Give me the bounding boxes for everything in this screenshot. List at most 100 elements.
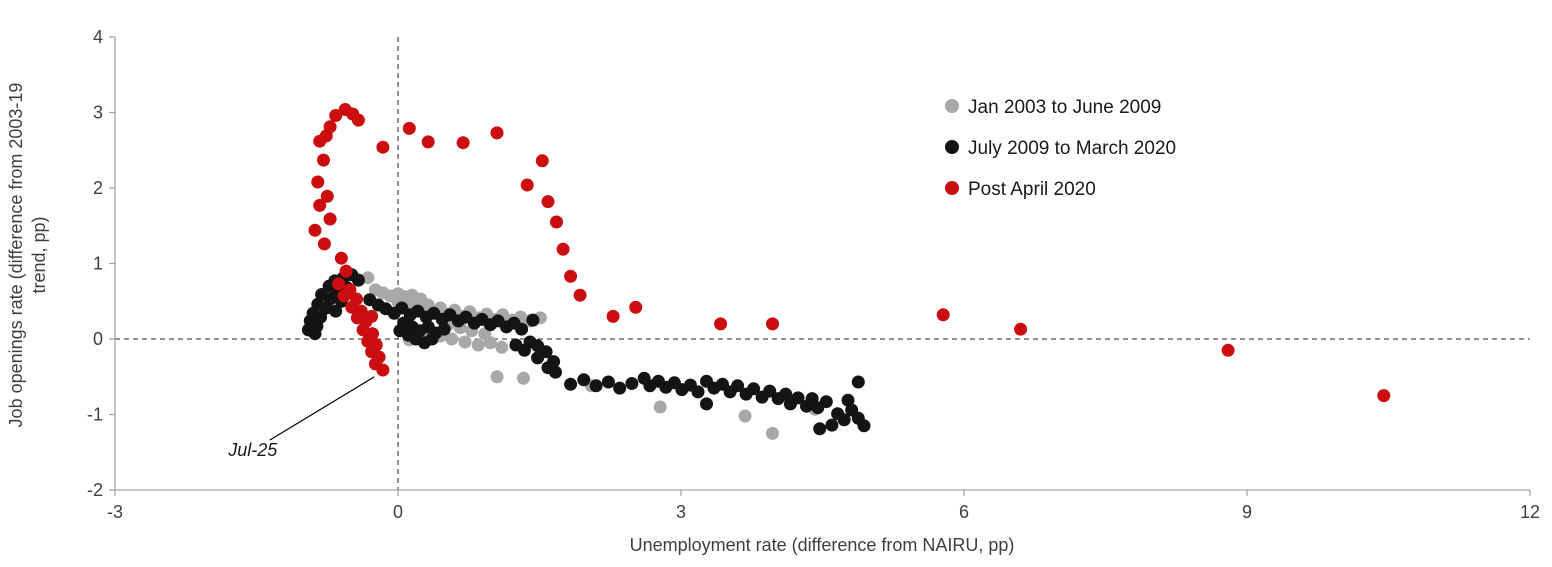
data-point <box>313 134 327 148</box>
data-point <box>936 308 950 322</box>
data-point <box>1221 343 1235 357</box>
legend-label-2009-2020: July 2009 to March 2020 <box>968 138 1176 159</box>
x-tick-label: 12 <box>1520 502 1540 522</box>
data-point <box>490 126 504 140</box>
data-point <box>738 409 752 423</box>
data-point <box>637 371 651 385</box>
y-tick-label: 0 <box>93 329 103 349</box>
data-point <box>323 212 337 226</box>
data-point <box>490 370 504 384</box>
data-point <box>313 198 327 212</box>
y-axis-title-line2: trend, pp) <box>29 216 49 293</box>
x-tick-label: 6 <box>959 502 969 522</box>
data-point <box>739 387 753 401</box>
y-tick-label: 4 <box>93 27 103 47</box>
data-point <box>445 332 459 346</box>
data-point <box>535 154 549 168</box>
y-tick-label: 1 <box>93 254 103 274</box>
data-point <box>363 293 377 307</box>
data-point <box>825 418 839 432</box>
data-point <box>831 407 845 421</box>
data-point <box>589 379 603 393</box>
data-point <box>458 335 472 349</box>
legend-dot-2009-2020 <box>945 140 959 154</box>
data-point <box>421 135 435 149</box>
data-point <box>653 400 667 414</box>
y-tick-label: 2 <box>93 178 103 198</box>
data-point <box>573 288 587 302</box>
legend-dot-post-2020 <box>945 181 959 195</box>
data-point <box>625 377 639 390</box>
x-axis-title: Unemployment rate (difference from NAIRU… <box>630 535 1015 555</box>
legend: Jan 2003 to June 2009 July 2009 to March… <box>945 97 1176 200</box>
data-point <box>700 397 713 411</box>
data-point <box>613 381 627 395</box>
data-point <box>437 322 451 336</box>
y-tick-label: 3 <box>93 103 103 123</box>
data-point <box>564 377 578 391</box>
legend-label-post-2020: Post April 2020 <box>968 179 1096 200</box>
data-point <box>338 103 352 116</box>
data-point <box>329 304 343 318</box>
data-point <box>495 340 509 354</box>
legend-dot-2003-2009 <box>945 99 959 113</box>
data-point <box>606 309 620 323</box>
y-axis-title-line1: Job openings rate (difference from 2003-… <box>6 83 26 428</box>
data-point <box>471 338 485 352</box>
data-point <box>317 153 330 167</box>
data-point <box>1377 389 1391 403</box>
data-point <box>329 109 343 122</box>
series-0 <box>361 271 822 440</box>
data-point <box>1014 322 1028 336</box>
legend-label-2003-2009: Jan 2003 to June 2009 <box>968 97 1161 118</box>
data-point <box>766 426 779 440</box>
data-point <box>308 327 322 341</box>
data-point <box>841 393 855 407</box>
data-point <box>337 289 351 303</box>
data-point <box>483 336 497 350</box>
data-point <box>531 339 545 353</box>
annotation-pointer-line <box>269 376 375 441</box>
y-tick-label: -2 <box>87 480 103 500</box>
data-point <box>851 375 865 389</box>
data-point <box>766 317 779 331</box>
x-tick-label: 9 <box>1242 502 1252 522</box>
x-tick-label: 3 <box>676 502 686 522</box>
data-point <box>800 399 813 413</box>
data-point <box>311 175 325 189</box>
data-point <box>564 269 578 283</box>
data-point <box>320 189 334 203</box>
data-point <box>755 390 769 404</box>
data-point <box>556 242 570 256</box>
data-point <box>629 300 643 314</box>
data-point <box>402 121 416 135</box>
x-tick-label: 0 <box>393 502 403 522</box>
data-point <box>547 355 561 369</box>
data-point <box>783 397 797 411</box>
data-point <box>550 215 563 229</box>
data-point <box>520 178 534 192</box>
data-point <box>526 313 540 327</box>
annotation-label: Jul-25 <box>227 440 278 460</box>
data-point <box>517 371 530 385</box>
data-point <box>813 422 827 436</box>
x-tick-label: -3 <box>107 502 123 522</box>
data-point <box>332 277 346 291</box>
y-tick-label: -1 <box>87 405 103 425</box>
data-point <box>714 317 728 331</box>
data-point <box>376 363 390 377</box>
data-point <box>376 140 390 154</box>
data-point <box>425 332 439 346</box>
data-point <box>456 136 470 150</box>
data-point <box>317 237 331 251</box>
data-point <box>339 264 353 278</box>
data-point <box>601 375 615 389</box>
series-2 <box>308 103 1391 403</box>
data-point <box>334 251 348 265</box>
data-point <box>577 373 591 387</box>
data-point <box>700 374 713 388</box>
data-point <box>308 223 322 237</box>
data-point <box>771 392 785 406</box>
